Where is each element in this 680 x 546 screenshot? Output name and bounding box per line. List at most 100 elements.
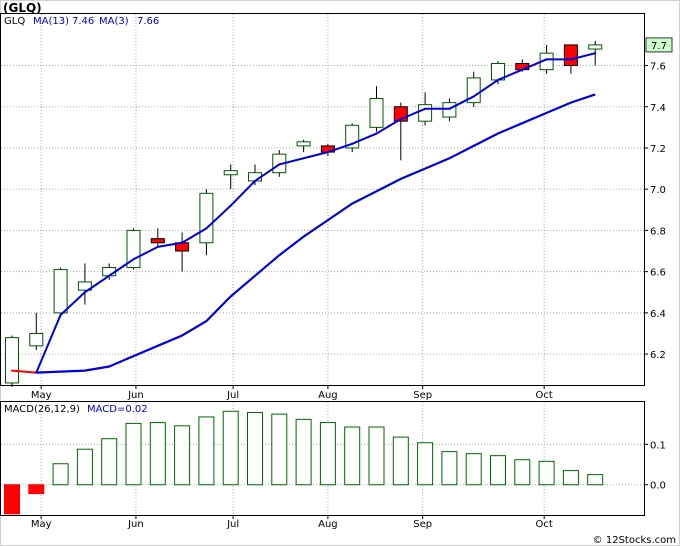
macd-bar-positive	[247, 411, 263, 486]
ma3-segment	[108, 258, 135, 277]
macd-x-tick-label: Sep	[413, 519, 432, 530]
macd-y-tick-label: 0.1	[650, 440, 666, 451]
ma3-segment	[448, 95, 475, 110]
ma3-segment	[399, 107, 427, 121]
ma3-segment	[521, 58, 548, 71]
macd-bar-positive	[490, 455, 506, 486]
ma3-segment	[569, 52, 597, 61]
macd-panel: 0.0 0.1 MACD(26,12,9) MACD=0.02	[0, 401, 666, 516]
price-y-axis: 6.2 6.4 6.6 6.8 7.0 7.2 7.4 7.6	[644, 62, 666, 361]
legend-ma13-value: 7.46	[72, 16, 94, 27]
macd-legend-value: MACD=0.02	[87, 404, 148, 415]
ma3-segment	[132, 245, 159, 261]
ma3-segment	[156, 241, 184, 248]
legend-ma13-label: MA(13)	[33, 16, 69, 27]
price-plot-area	[0, 13, 645, 386]
candle-up	[29, 332, 44, 347]
last-price-box	[645, 37, 673, 53]
candle-up	[223, 170, 238, 176]
price-x-axis: May Jun Jul Aug Sep Oct	[31, 385, 553, 401]
macd-x-tick-label: Aug	[318, 519, 338, 530]
candle-up	[53, 269, 68, 314]
ma3-segment	[375, 118, 402, 135]
candle-up	[369, 98, 384, 128]
ma3-segment	[497, 68, 524, 81]
macd-bar-positive	[52, 463, 69, 486]
ma3-segment	[59, 291, 86, 316]
macd-bar-positive	[465, 453, 482, 486]
price-y-tick-label: 6.2	[650, 350, 666, 361]
candlesticks	[5, 40, 603, 388]
price-legend: GLQ MA(13) 7.46 MA(3) 7.66	[4, 16, 159, 27]
macd-x-tick-label: Jun	[127, 519, 144, 530]
candle-up	[77, 281, 92, 291]
legend-symbol: GLQ	[4, 16, 25, 27]
copyright-text: © 12Stocks.com	[593, 535, 676, 546]
macd-legend: MACD(26,12,9) MACD=0.02	[4, 404, 148, 415]
candle-up	[5, 337, 19, 384]
legend-ma3-value: 7.66	[137, 16, 159, 27]
macd-x-tick-label: May	[31, 519, 52, 530]
price-panel: 6.2 6.4 6.6 6.8 7.0 7.2 7.4 7.6 GLQ MA(13) 7.46…	[0, 13, 673, 388]
chart-title: (GLQ)	[3, 1, 42, 15]
price-x-tick-label: Jun	[127, 390, 144, 401]
last-price-badge: 7.7	[645, 37, 673, 53]
macd-bar-negative	[4, 484, 20, 515]
ma3-segment	[205, 204, 232, 230]
price-x-tick-label: Oct	[536, 390, 553, 401]
macd-x-tick-label: Jul	[226, 519, 239, 530]
legend-ma3-label: MA(3)	[99, 16, 129, 27]
macd-bar-positive	[417, 442, 434, 486]
candle-down	[563, 44, 578, 67]
candle-up	[442, 102, 457, 118]
price-y-tick-label: 6.8	[650, 226, 666, 237]
macd-histogram	[4, 410, 604, 515]
ma3-segment	[254, 163, 281, 182]
macd-bar-positive	[174, 425, 191, 486]
ma3-segment	[181, 227, 208, 244]
macd-bar-positive	[587, 474, 604, 486]
ma3-segment	[472, 78, 499, 98]
macd-bar-positive	[441, 451, 458, 486]
ma3-segment	[326, 142, 354, 154]
macd-bar-positive	[76, 448, 93, 486]
ma3-segment	[83, 274, 111, 294]
candle-up	[418, 104, 433, 122]
macd-bar-positive	[514, 459, 531, 486]
ma3-segment	[229, 179, 256, 207]
price-x-tick-label: Sep	[413, 390, 432, 401]
price-y-tick-label: 7.6	[650, 62, 666, 73]
candle-up	[199, 192, 214, 244]
price-x-tick-label: May	[31, 390, 52, 401]
candle-up	[296, 141, 311, 147]
ma3-segment	[35, 313, 62, 374]
macd-x-tick-label: Oct	[536, 519, 553, 530]
price-y-tick-label: 7.4	[650, 103, 666, 114]
macd-bar-positive	[344, 426, 361, 486]
macd-bar-positive	[222, 410, 239, 486]
moving-averages	[11, 52, 597, 374]
ma3-segment	[11, 369, 38, 374]
macd-legend-title: MACD(26,12,9)	[4, 404, 80, 415]
macd-bar-positive	[319, 422, 336, 486]
macd-bar-positive	[538, 460, 555, 486]
macd-bar-positive	[368, 426, 385, 486]
ma3-segment	[302, 151, 329, 160]
price-y-tick-label: 6.6	[650, 268, 666, 279]
last-price-label: 7.7	[651, 41, 667, 52]
candle-up	[588, 44, 603, 50]
macd-bar-positive	[101, 438, 118, 486]
ma3-segment	[351, 132, 378, 145]
macd-bar-positive	[271, 413, 288, 486]
macd-bar-positive	[562, 470, 579, 486]
price-x-tick-label: Aug	[318, 390, 338, 401]
macd-bar-positive	[392, 436, 409, 486]
price-y-tick-label: 7.0	[650, 185, 666, 196]
price-y-tick-label: 6.4	[650, 309, 666, 320]
macd-bar-positive	[125, 422, 142, 486]
macd-bar-negative	[28, 484, 45, 495]
macd-bar-positive	[295, 418, 312, 486]
macd-y-axis: 0.0 0.1	[644, 440, 666, 492]
macd-bar-positive	[149, 422, 166, 486]
